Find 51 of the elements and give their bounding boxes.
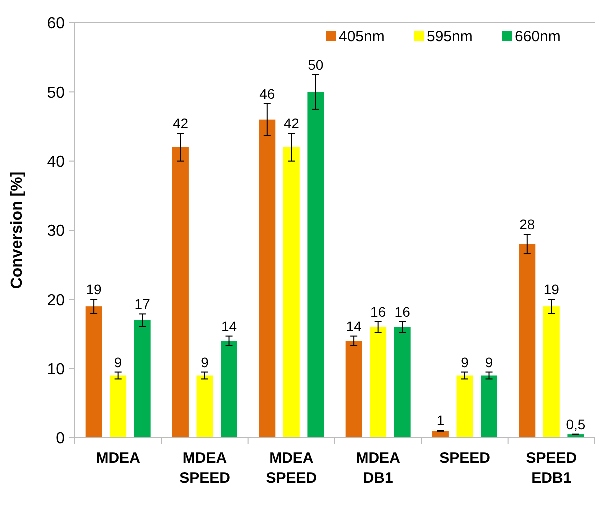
data-label: 0,5 [566, 416, 586, 432]
data-label: 50 [308, 56, 324, 73]
bar [346, 341, 362, 438]
bar [519, 244, 536, 438]
data-label: 16 [394, 304, 411, 320]
y-tick-label: 10 [47, 361, 66, 378]
bar [134, 320, 151, 438]
y-tick-label: 50 [47, 84, 66, 102]
data-label: 42 [172, 116, 189, 132]
x-tick-label: SPEED EDB1 [526, 450, 578, 487]
y-tick-label: 60 [47, 16, 66, 33]
y-tick-label: 0 [56, 430, 66, 448]
bar [283, 148, 300, 438]
x-tick-label: MDEA DB1 [356, 450, 401, 487]
bar [370, 327, 387, 438]
y-tick-label: 30 [47, 223, 66, 240]
data-label: 14 [221, 318, 238, 334]
data-label: 9 [485, 354, 494, 370]
data-label: 19 [86, 282, 102, 298]
data-label: 1 [436, 412, 445, 429]
legend-label: 660nm [515, 28, 561, 46]
data-label: 46 [260, 86, 276, 102]
data-label: 16 [370, 304, 386, 320]
data-label: 9 [201, 354, 210, 370]
data-label: 17 [134, 296, 151, 312]
y-tick-label: 20 [47, 292, 66, 310]
data-label: 9 [114, 354, 122, 370]
x-tick-label: MDEA SPEED [180, 450, 231, 487]
legend-label: 595nm [427, 28, 473, 46]
bar [481, 376, 498, 438]
bar [543, 306, 560, 438]
bar [259, 120, 276, 438]
y-axis-title: Conversion [%] [9, 172, 26, 290]
data-label: 19 [544, 282, 560, 298]
bar [86, 306, 102, 438]
x-tick-label: MDEA SPEED [266, 450, 318, 487]
data-label: 42 [284, 116, 300, 132]
x-tick-label: SPEED [440, 450, 491, 467]
bar [456, 376, 474, 438]
bar [394, 327, 411, 438]
data-label: 9 [461, 354, 470, 370]
bar [110, 376, 127, 438]
y-tick-label: 40 [47, 154, 66, 171]
bar [172, 148, 189, 438]
data-label: 28 [520, 216, 536, 233]
x-tick-label: MDEA [96, 450, 141, 467]
bar [196, 376, 214, 438]
data-label: 14 [346, 318, 362, 334]
bar [308, 92, 324, 438]
legend-label: 405nm [339, 28, 385, 46]
bar [221, 341, 238, 438]
